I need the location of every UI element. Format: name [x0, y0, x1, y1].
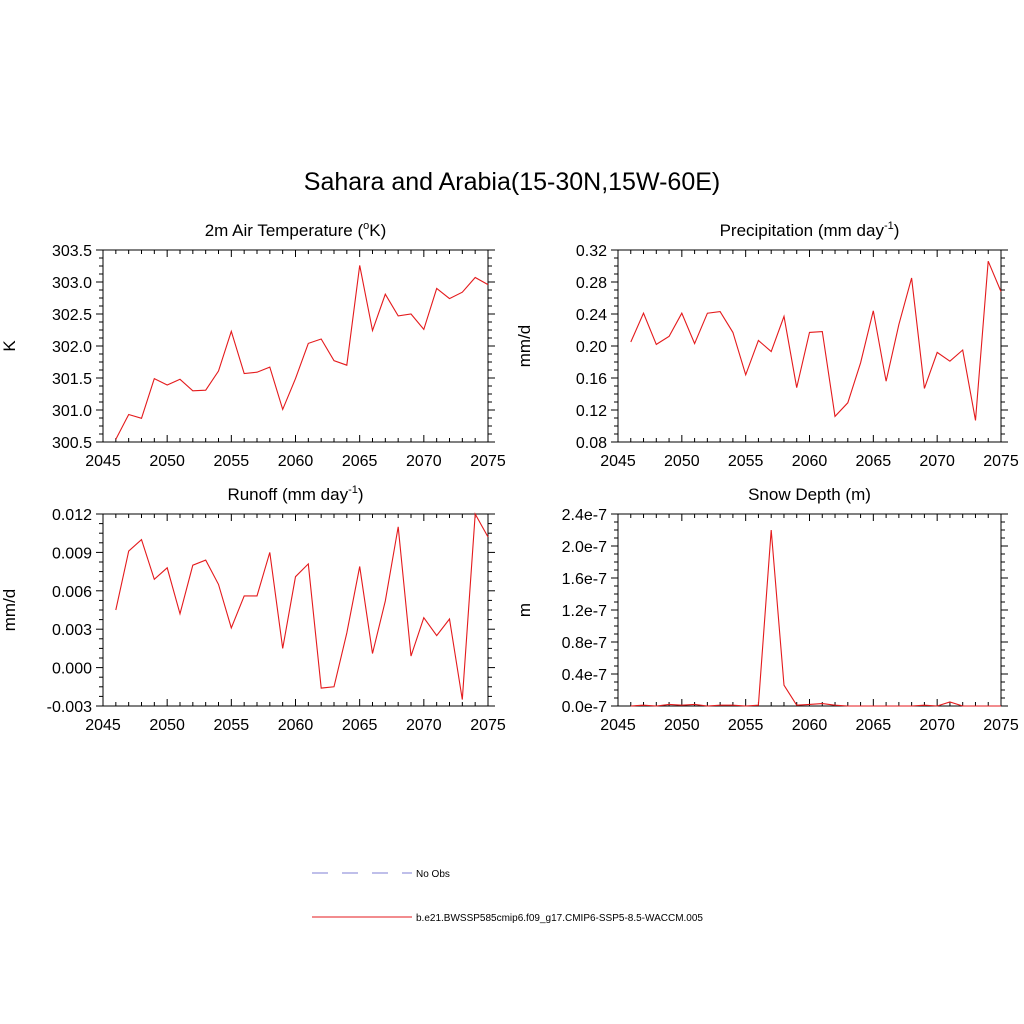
y-tick-label: 0.006 [52, 584, 92, 601]
y-tick-label: 0.32 [576, 243, 607, 260]
series-line [115, 265, 489, 440]
x-tick-label: 2055 [214, 453, 250, 470]
x-tick-label: 2045 [85, 453, 121, 470]
x-tick-label: 2060 [278, 453, 314, 470]
x-tick-label: 2070 [919, 453, 955, 470]
x-tick-label: 2070 [406, 717, 442, 734]
x-tick-label: 2050 [664, 453, 700, 470]
panel-title: Precipitation (mm day-1) [720, 220, 900, 240]
y-tick-label: 302.5 [52, 307, 92, 324]
y-tick-label: 301.5 [52, 371, 92, 388]
x-tick-label: 2065 [342, 453, 378, 470]
x-tick-label: 2060 [278, 717, 314, 734]
chart-panel-1: 2045 2050 2055 2060 2065 2070 2075 300.5 301.0 30… [0, 220, 506, 470]
x-tick-label: 2045 [600, 717, 636, 734]
y-tick-label: 0.009 [52, 545, 92, 562]
y-tick-label: 0.24 [576, 307, 607, 324]
x-tick-label: 2050 [149, 717, 185, 734]
x-tick-label: 2070 [406, 453, 442, 470]
legend-obs-label: No Obs [416, 869, 450, 880]
y-axis-label: mm/d [0, 589, 19, 632]
x-tick-label: 2050 [664, 717, 700, 734]
figure-title: Sahara and Arabia(15-30N,15W-60E) [303, 168, 721, 196]
y-tick-label: 1.2e-7 [562, 603, 607, 620]
series-line [630, 260, 1002, 421]
x-tick-label: 2060 [792, 717, 828, 734]
legend-model-label: b.e21.BWSSP585cmip6.f09_g17.CMIP6-SSP5-8… [416, 913, 703, 924]
y-tick-label: 0.28 [576, 275, 607, 292]
chart-panel-2: 2045 2050 2055 2060 2065 2070 2075 0.08 0.12 0.16… [515, 220, 1019, 470]
chart-panel-3: 2045 2050 2055 2060 2065 2070 2075 -0.003 0.000 0… [0, 484, 506, 734]
x-tick-label: 2060 [792, 453, 828, 470]
plot-frame [617, 249, 1002, 443]
x-tick-label: 2055 [728, 453, 764, 470]
y-tick-label: 0.012 [52, 507, 92, 524]
y-tick-label: 303.0 [52, 275, 92, 292]
y-tick-label: 0.003 [52, 622, 92, 639]
series-line [630, 529, 1001, 707]
panel-title: Snow Depth (m) [748, 485, 871, 504]
y-tick-label: 2.4e-7 [562, 507, 607, 524]
x-tick-label: 2065 [856, 717, 892, 734]
plot-frame [617, 513, 1002, 707]
x-tick-label: 2075 [470, 717, 506, 734]
y-tick-label: 0.000 [52, 661, 92, 678]
x-tick-label: 2045 [600, 453, 636, 470]
y-tick-label: -0.003 [47, 699, 92, 716]
x-tick-label: 2070 [919, 717, 955, 734]
y-tick-label: 0.4e-7 [562, 667, 607, 684]
legend: No Obs b.e21.BWSSP585cmip6.f09_g17.CMIP6-… [312, 869, 703, 924]
y-tick-label: 302.0 [52, 339, 92, 356]
x-tick-label: 2065 [342, 717, 378, 734]
plot-frame [102, 513, 489, 707]
y-tick-label: 2.0e-7 [562, 539, 607, 556]
y-tick-label: 0.16 [576, 371, 607, 388]
y-tick-label: 0.0e-7 [562, 699, 607, 716]
x-tick-label: 2050 [149, 453, 185, 470]
x-tick-label: 2065 [856, 453, 892, 470]
x-tick-label: 2055 [214, 717, 250, 734]
y-tick-label: 301.0 [52, 403, 92, 420]
panel-title: Runoff (mm day-1) [227, 484, 363, 504]
y-axis-label: K [0, 340, 19, 352]
y-tick-label: 303.5 [52, 243, 92, 260]
x-tick-label: 2075 [983, 453, 1019, 470]
y-tick-label: 300.5 [52, 435, 92, 452]
x-tick-label: 2075 [470, 453, 506, 470]
chart-panel-4: 2045 2050 2055 2060 2065 2070 2075 0.0e-7 0.4e-7… [515, 485, 1019, 734]
y-tick-label: 0.20 [576, 339, 607, 356]
series-line [115, 512, 489, 700]
y-tick-label: 1.6e-7 [562, 571, 607, 588]
x-tick-label: 2045 [85, 717, 121, 734]
y-axis-label: mm/d [515, 325, 534, 368]
x-tick-label: 2055 [728, 717, 764, 734]
x-tick-label: 2075 [983, 717, 1019, 734]
y-tick-label: 0.08 [576, 435, 607, 452]
y-tick-label: 0.12 [576, 403, 607, 420]
plot-frame [102, 249, 489, 443]
y-tick-label: 0.8e-7 [562, 635, 607, 652]
panel-title: 2m Air Temperature (oK) [205, 220, 387, 240]
y-axis-label: m [515, 603, 534, 617]
